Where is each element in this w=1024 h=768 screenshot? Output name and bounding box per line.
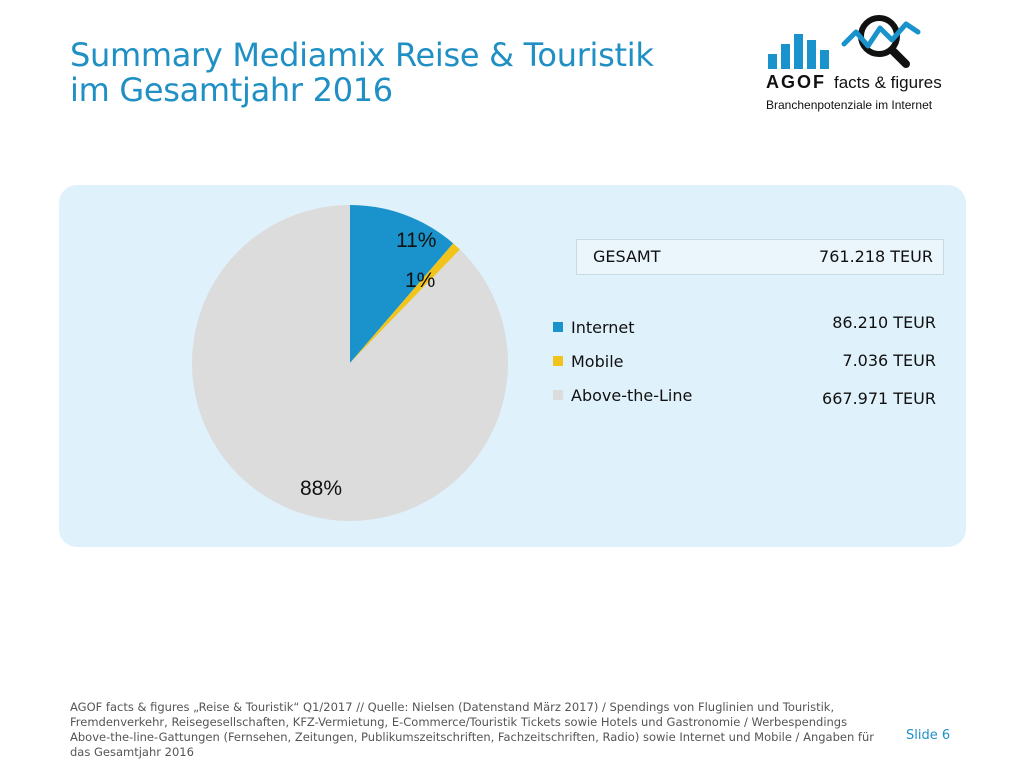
logo-subtitle: Branchenpotenziale im Internet xyxy=(766,98,933,112)
title-line-1: Summary Mediamix Reise & Touristik xyxy=(70,36,654,74)
pie-label-internet: 11% xyxy=(396,229,436,252)
logo-wordmark: AGOF facts & figures xyxy=(766,72,942,93)
pie-label-above-the-line: 88% xyxy=(300,477,342,500)
source-footnote: AGOF facts & figures „Reise & Touristik“… xyxy=(70,700,874,759)
legend-swatch xyxy=(553,390,563,400)
slide-number: Slide 6 xyxy=(906,728,951,743)
value-above-the-line: 667.971 TEUR xyxy=(822,389,936,408)
pie-slice-mobile xyxy=(350,243,460,363)
page-title: Summary Mediamix Reise & Touristik im Ge… xyxy=(70,38,654,108)
bar-chart-magnifier-icon xyxy=(768,15,921,69)
legend-label: Mobile xyxy=(571,352,624,371)
legend-swatch xyxy=(553,356,563,366)
agof-logo: AGOF facts & figures Branchenpotenziale i… xyxy=(766,14,966,114)
value-internet: 86.210 TEUR xyxy=(832,313,936,332)
pie-label-mobile: 1% xyxy=(405,269,435,292)
title-line-2: im Gesamtjahr 2016 xyxy=(70,71,393,109)
logo-tagline: facts & figures xyxy=(834,73,942,92)
legend-item-internet: Internet xyxy=(553,318,635,337)
logo-brand: AGOF xyxy=(766,72,826,92)
legend-label: Internet xyxy=(571,318,635,337)
legend-swatch xyxy=(553,322,563,332)
pie-slice-internet xyxy=(350,205,454,363)
value-mobile: 7.036 TEUR xyxy=(842,351,936,370)
legend-item-mobile: Mobile xyxy=(553,352,623,371)
total-box: GESAMT 761.218 TEUR xyxy=(576,239,944,275)
pie-slice-above-the-line xyxy=(191,205,508,521)
total-label: GESAMT xyxy=(593,247,661,266)
legend-label: Above-the-Line xyxy=(571,386,693,405)
legend-item-above-the-line: Above-the-Line xyxy=(553,386,692,405)
pie-chart: 11% 1% 88% xyxy=(191,205,508,521)
total-value: 761.218 TEUR xyxy=(819,247,933,266)
